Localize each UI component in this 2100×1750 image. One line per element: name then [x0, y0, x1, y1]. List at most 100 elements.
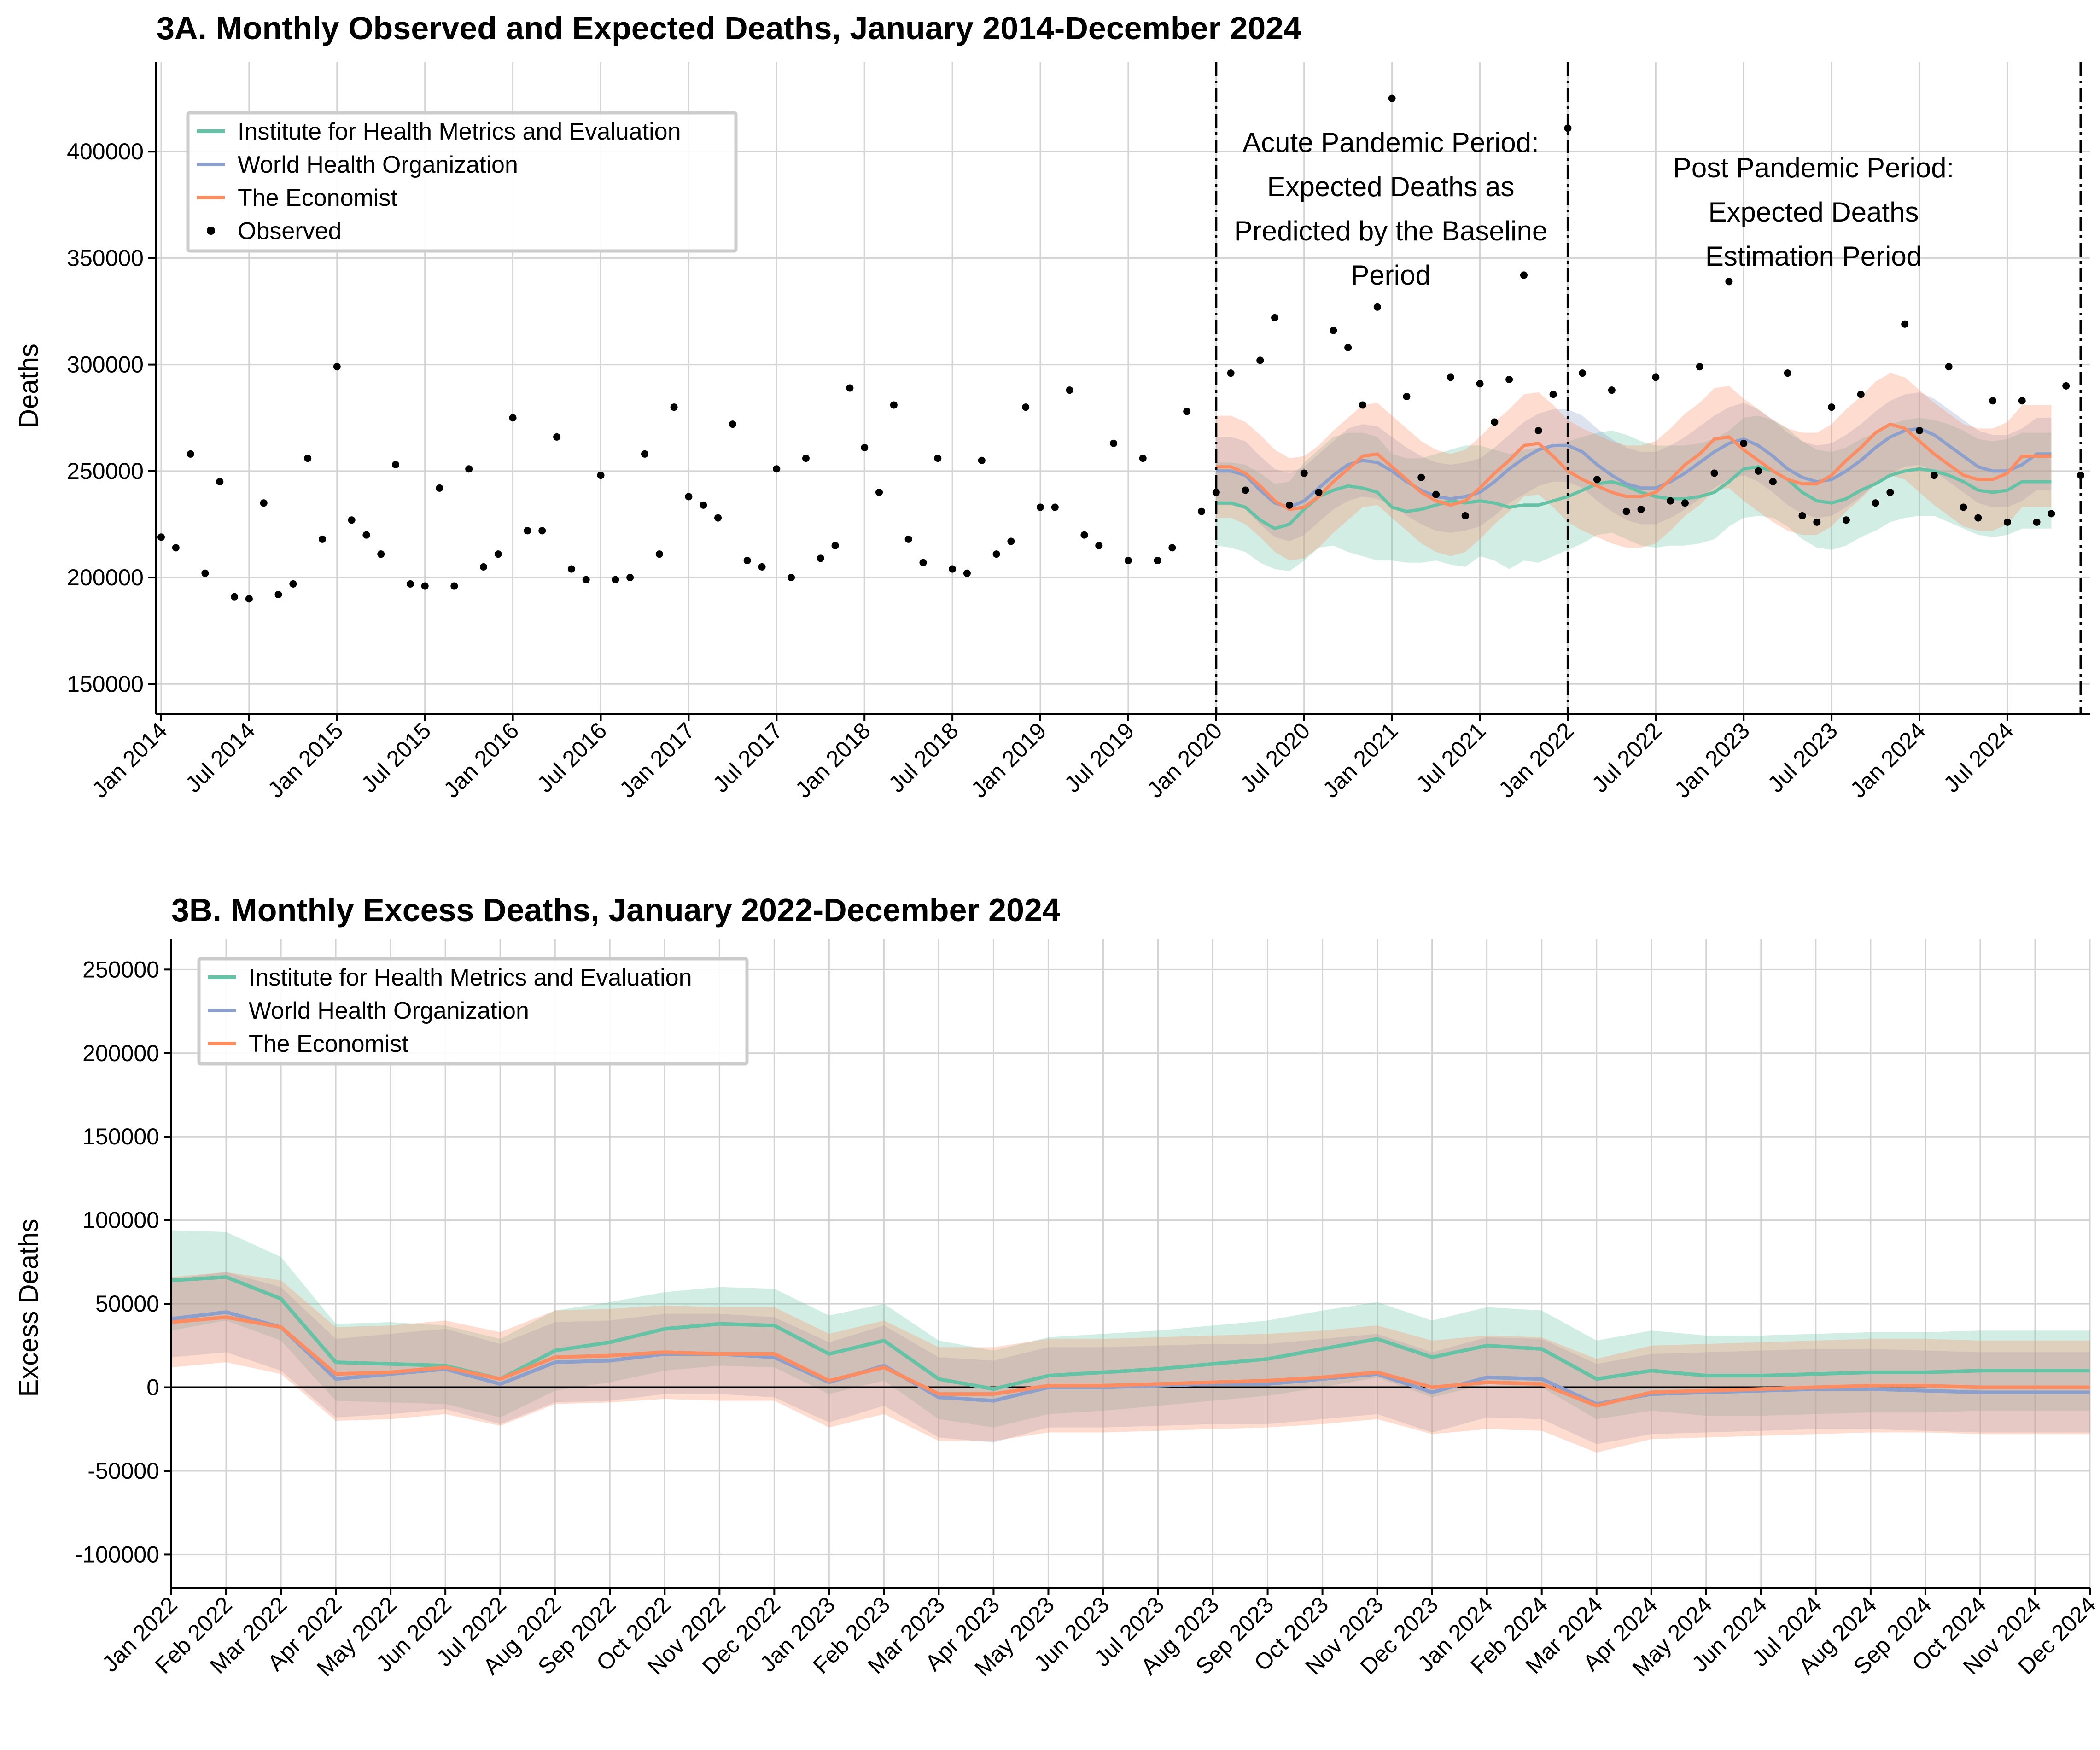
- chart-3a-xtick-label: Jan 2022: [1493, 718, 1579, 803]
- chart-3a-observed-point: [187, 450, 194, 458]
- chart-3a-observed-point: [1549, 391, 1557, 398]
- chart-3a-observed-point: [1491, 418, 1499, 426]
- chart-3a-observed-point: [1740, 439, 1748, 447]
- chart-3a-observed-point: [1637, 506, 1645, 513]
- chart-3a-observed-point: [1520, 271, 1528, 279]
- chart-3a-observed-point: [553, 433, 561, 441]
- chart-3b-legend-label: Institute for Health Metrics and Evaluat…: [249, 964, 692, 991]
- chart-3a-observed-point: [1564, 124, 1572, 132]
- chart-3a-ytick-label: 200000: [67, 565, 144, 590]
- chart-3a-observed-point: [1857, 391, 1865, 398]
- chart-3a-observed-point: [758, 563, 766, 571]
- chart-3a-observed-point: [1285, 501, 1293, 509]
- chart-3a-observed-point: [685, 493, 693, 501]
- chart-3b-ytick-label: 100000: [82, 1208, 159, 1233]
- chart-3a-observed-point: [158, 533, 165, 541]
- chart-3a-series-line-2: [1216, 422, 2052, 511]
- chart-3a-observed-point: [773, 465, 781, 473]
- chart-3b-ytick-label: -100000: [75, 1541, 160, 1567]
- chart-3a-legend-label: Institute for Health Metrics and Evaluat…: [238, 118, 681, 145]
- chart-3b-band-2: [171, 1272, 2090, 1453]
- chart-3a-observed-point: [1755, 467, 1762, 475]
- chart-3a-observed-point: [348, 516, 356, 524]
- chart-3a-observed-point: [1007, 537, 1015, 545]
- chart-3a-observed-point: [1974, 514, 1982, 522]
- chart-3a-title: 3A. Monthly Observed and Expected Deaths…: [157, 10, 1301, 46]
- chart-3a-ylabel: Deaths: [14, 344, 44, 428]
- chart-3a-legend: Institute for Health Metrics and Evaluat…: [186, 111, 738, 253]
- chart-3a-series-line-0: [1216, 465, 2052, 531]
- chart-3a-observed-point: [1667, 497, 1674, 505]
- chart-3a-annotation-line: Expected Deaths: [1709, 197, 1919, 228]
- chart-3a-observed-point: [934, 455, 942, 462]
- chart-3a-observed-point: [1095, 542, 1103, 549]
- chart-3a-legend-label: World Health Organization: [238, 152, 518, 178]
- chart-3a-xtick-label: Jan 2019: [966, 718, 1051, 803]
- chart-3b: 3B. Monthly Excess Deaths, January 2022-…: [14, 892, 2100, 1681]
- chart-3a-observed-point: [714, 514, 722, 522]
- chart-3b-ytick-label: 0: [146, 1375, 159, 1400]
- chart-3a-observed-point: [1784, 369, 1791, 377]
- chart-3b-title: 3B. Monthly Excess Deaths, January 2022-…: [171, 892, 1060, 928]
- chart-3a-observed-point: [978, 456, 986, 464]
- chart-3a-observed-point: [377, 550, 385, 558]
- chart-3a-observed-point: [567, 565, 575, 573]
- chart-3a-observed-point: [1476, 380, 1484, 388]
- chart-3a-observed-point: [788, 574, 795, 582]
- chart-3a-observed-point: [392, 461, 400, 468]
- chart-3a-observed-point: [216, 478, 224, 485]
- chart-3a-xtick-label: Jul 2024: [1938, 718, 2018, 797]
- chart-3a-observed-point: [1798, 512, 1806, 519]
- chart-3a-legend-box: [186, 111, 738, 253]
- chart-3a-xtick-label: Jul 2017: [708, 718, 788, 797]
- chart-3a-band-1: [1216, 392, 2052, 542]
- chart-3a-band-2: [1216, 373, 2052, 561]
- chart-3a-observed-point: [1359, 401, 1366, 409]
- chart-3a-observed-point: [2033, 518, 2041, 526]
- chart-3b-legend-box: [197, 957, 749, 1066]
- chart-3a-observed-point: [1066, 386, 1073, 394]
- chart-3a-observed-point: [612, 576, 619, 583]
- chart-3b-legend: Institute for Health Metrics and Evaluat…: [197, 957, 749, 1066]
- chart-3a-observed-point: [626, 574, 634, 582]
- chart-3a-observed-point: [1183, 408, 1191, 415]
- chart-3a-observed-point: [231, 593, 239, 601]
- chart-3a-ytick-label: 300000: [67, 352, 144, 378]
- chart-3a-xtick-label: Jan 2024: [1845, 718, 1931, 803]
- chart-3a-observed-point: [465, 465, 473, 473]
- chart-3a-observed-point: [1388, 94, 1396, 102]
- chart-3a-observed-point: [919, 559, 927, 566]
- chart-3b-ylabel: Excess Deaths: [14, 1219, 44, 1397]
- chart-3a-observed-point: [524, 527, 531, 535]
- chart-3a-observed-point: [1080, 531, 1088, 539]
- chart-3a-observed-point: [831, 542, 839, 549]
- chart-3a-observed-point: [1330, 327, 1337, 334]
- chart-3a-observed-point: [1168, 544, 1176, 552]
- chart-3a-legend-swatch: [207, 227, 215, 235]
- chart-3a-observed-point: [1447, 373, 1454, 381]
- chart-3a-legend-label: Observed: [238, 218, 341, 245]
- chart-3a-observed-point: [1828, 403, 1836, 411]
- chart-3a-observed-point: [245, 595, 253, 603]
- chart-3a-observed-point: [875, 489, 883, 496]
- chart-3a-observed-point: [289, 580, 297, 588]
- chart-3a-observed-point: [1418, 473, 1425, 481]
- chart-3a-ytick-label: 250000: [67, 458, 144, 484]
- chart-3a-xtick-label: Jan 2018: [790, 718, 875, 803]
- chart-3a-xtick-label: Jul 2016: [532, 718, 612, 797]
- chart-3a-observed-point: [890, 401, 898, 409]
- chart-3b-series-line-2: [171, 1315, 2090, 1408]
- chart-3a-observed-point: [963, 569, 971, 577]
- chart-3a-observed-point: [1403, 392, 1411, 400]
- chart-3a-band-0: [1216, 415, 2052, 572]
- chart-3a-observed-point: [1300, 469, 1308, 477]
- chart-3a-observed-point: [743, 557, 751, 565]
- chart-3a-observed-point: [1051, 503, 1059, 511]
- chart-3a-observed-point: [406, 580, 414, 588]
- chart-3a-observed-point: [1432, 490, 1440, 498]
- chart-3a-observed-point: [450, 582, 458, 590]
- chart-3a-observed-point: [1945, 363, 1953, 371]
- chart-3a-observed-point: [260, 499, 268, 507]
- chart-3a-observed-point: [1271, 314, 1279, 321]
